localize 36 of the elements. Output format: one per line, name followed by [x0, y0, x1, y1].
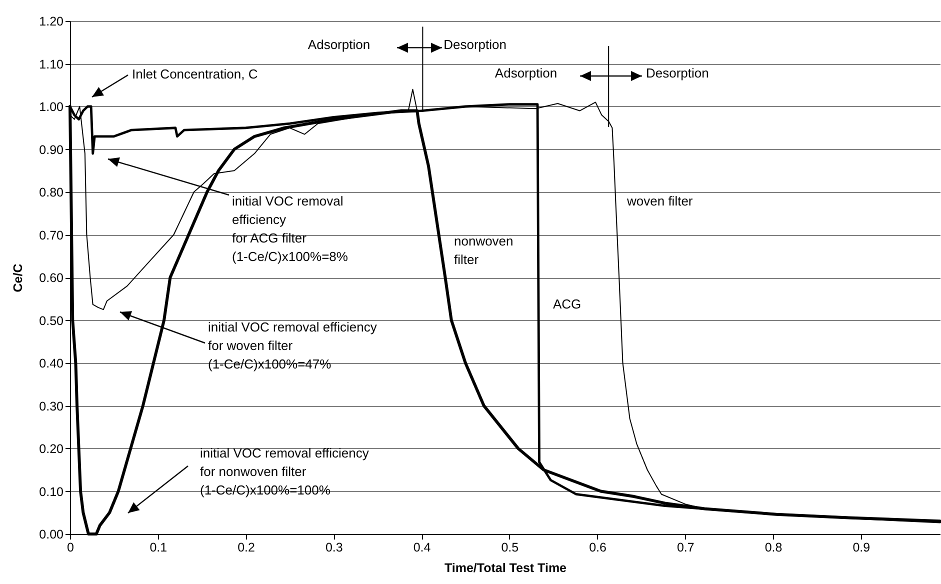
- y-tick-label: 0.10: [39, 484, 64, 499]
- y-tick-label: 1.20: [39, 14, 64, 28]
- annotation: woven filter: [626, 194, 694, 208]
- x-tick-label: 0.5: [501, 540, 519, 554]
- annotation: initial VOC removal efficiency for ACG filter (1-Ce/C)x100%=8%: [232, 194, 348, 264]
- x-tick-label: 0: [67, 540, 74, 554]
- annotation: initial VOC removal efficiency for woven filter (1-Ce/C)x100%=47%: [208, 320, 378, 372]
- y-tick-label: 0.90: [39, 142, 64, 157]
- x-tick-label: 0.8: [764, 540, 782, 554]
- annotation: ACG: [553, 296, 582, 312]
- x-tick-label: 0.9: [852, 540, 870, 554]
- annotation: Desorption: [444, 37, 506, 52]
- y-tick-label: 0.80: [39, 186, 64, 200]
- annotation: nonwoven filter: [454, 234, 514, 267]
- x-axis-title: Time/Total Test Time: [444, 561, 567, 575]
- y-tick-label: 1.00: [39, 100, 64, 114]
- x-tick-label: 0.6: [589, 540, 606, 554]
- annotation: Adsorption: [308, 37, 370, 52]
- annotation: initial VOC removal efficiency for nonwoven filter (1-Ce/C)x100%=100%: [200, 446, 370, 498]
- y-tick-label: 0.60: [39, 271, 64, 285]
- x-tick-label: 0.1: [150, 540, 168, 554]
- x-tick-label: 0.3: [325, 540, 343, 554]
- x-tick-label: 0.2: [238, 540, 255, 554]
- annotation: Adsorption: [494, 66, 558, 80]
- y-tick-label: 1.10: [39, 57, 64, 72]
- y-tick-label: 0.40: [39, 356, 64, 370]
- y-axis-title: Ce/C: [11, 264, 26, 292]
- annotation: Inlet Concentration, C: [132, 66, 258, 82]
- y-tick-label: 0.70: [39, 228, 64, 242]
- x-tick-label: 0.4: [413, 540, 431, 554]
- annotation: Desorption: [646, 66, 709, 80]
- x-tick-label: 0.7: [676, 540, 694, 554]
- y-tick-label: 0.00: [39, 528, 64, 542]
- y-tick-label: 0.50: [39, 314, 64, 328]
- y-tick-label: 0.30: [39, 399, 64, 414]
- y-tick-label: 0.20: [39, 442, 64, 456]
